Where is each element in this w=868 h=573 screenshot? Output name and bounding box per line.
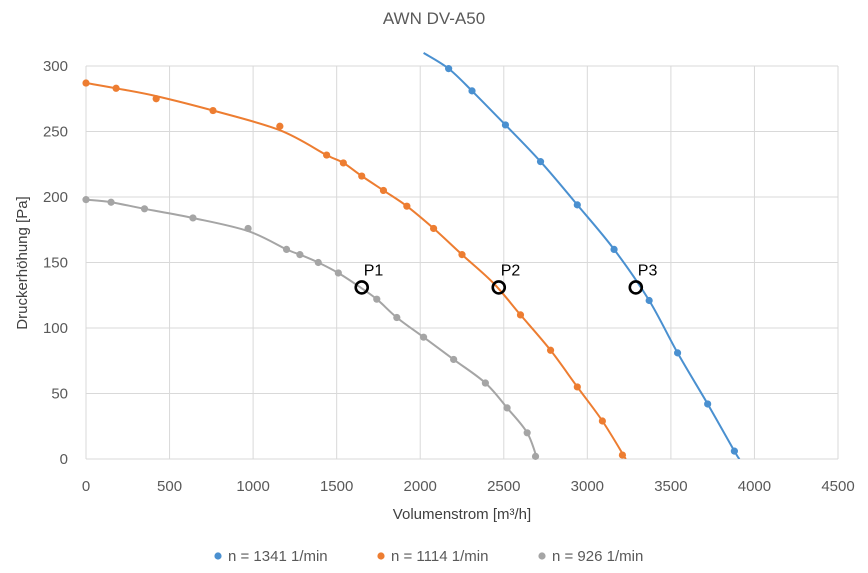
operating-points: P1 P2 P3 — [354, 262, 658, 295]
legend: n = 1341 1/min n = 1114 1/min n = 926 1/mi… — [214, 548, 643, 565]
data-point — [314, 258, 322, 267]
data-point — [419, 333, 428, 341]
data-point — [536, 158, 545, 166]
data-point — [645, 296, 653, 305]
data-point — [334, 269, 342, 277]
x-tick-label: 4500 — [821, 478, 854, 495]
data-point — [546, 346, 555, 354]
series-points — [82, 65, 738, 460]
data-point — [358, 172, 366, 180]
data-point — [339, 159, 347, 167]
legend-label: n = 1341 1/min — [228, 548, 328, 565]
x-axis-title: Volumenstrom [m³/h] — [393, 506, 531, 523]
grid — [85, 65, 839, 460]
data-point — [445, 65, 453, 73]
y-tick-label: 300 — [43, 58, 68, 75]
data-point — [379, 186, 388, 195]
data-point — [244, 224, 252, 233]
y-tick-label: 100 — [43, 320, 68, 337]
x-tick-label: 1000 — [236, 478, 269, 495]
x-tick-labels: 0 500 1000 1500 2000 2500 3000 3500 4000 4500 — [82, 478, 855, 495]
legend-marker — [214, 552, 222, 560]
data-point — [573, 201, 581, 209]
data-point — [458, 251, 466, 259]
data-point — [189, 214, 197, 222]
data-point — [429, 224, 438, 233]
data-point — [610, 245, 618, 253]
data-point — [481, 379, 489, 387]
data-point — [468, 87, 476, 95]
data-point — [523, 429, 531, 437]
operating-point-label: P3 — [638, 262, 658, 279]
operating-point-label: P2 — [501, 262, 521, 279]
data-point — [393, 313, 401, 322]
chart-title: AWN DV-A50 — [383, 9, 485, 28]
data-point — [730, 447, 738, 455]
data-point — [618, 451, 627, 459]
data-point — [82, 79, 90, 87]
series-line — [423, 52, 741, 459]
data-point — [82, 196, 90, 204]
data-point — [573, 383, 581, 391]
data-point — [107, 198, 115, 206]
y-tick-label: 250 — [43, 124, 68, 141]
legend-marker — [538, 552, 546, 560]
x-tick-label: 4000 — [738, 478, 771, 495]
data-point — [152, 95, 160, 103]
data-point — [323, 151, 331, 159]
x-tick-label: 500 — [157, 478, 182, 495]
data-point — [704, 400, 712, 408]
legend-marker — [377, 552, 385, 560]
data-point — [501, 121, 510, 129]
y-tick-label: 0 — [60, 451, 68, 468]
x-tick-label: 0 — [82, 478, 90, 495]
y-tick-label: 150 — [43, 255, 68, 272]
operating-point-marker — [354, 280, 370, 295]
legend-label: n = 926 1/min — [552, 548, 643, 565]
data-point — [140, 205, 149, 213]
legend-label: n = 1114 1/min — [391, 548, 488, 565]
x-tick-label: 2500 — [487, 478, 520, 495]
x-tick-label: 3000 — [571, 478, 604, 495]
x-tick-label: 2000 — [404, 478, 437, 495]
y-axis-title: Druckerhöhung [Pa] — [14, 196, 31, 329]
series-line — [86, 198, 539, 459]
series-curves — [86, 52, 741, 459]
series-line — [86, 82, 627, 459]
x-tick-label: 1500 — [320, 478, 353, 495]
data-point — [276, 122, 284, 130]
y-tick-label: 50 — [51, 386, 68, 403]
operating-point-label: P1 — [364, 262, 384, 279]
data-point — [531, 452, 540, 460]
data-point — [282, 245, 291, 253]
data-point — [373, 295, 381, 303]
x-tick-label: 3500 — [654, 478, 687, 495]
data-point — [450, 355, 458, 364]
data-point — [598, 417, 606, 425]
y-tick-labels: 0 50 100 150 200 250 300 — [43, 58, 68, 468]
data-point — [516, 311, 525, 319]
data-point — [503, 404, 511, 412]
data-point — [112, 84, 120, 92]
operating-point-marker — [628, 280, 644, 295]
operating-point-marker — [491, 280, 507, 295]
data-point — [673, 349, 682, 357]
data-point — [403, 202, 411, 210]
y-tick-label: 200 — [43, 189, 68, 206]
data-point — [209, 106, 217, 115]
data-point — [296, 251, 304, 259]
